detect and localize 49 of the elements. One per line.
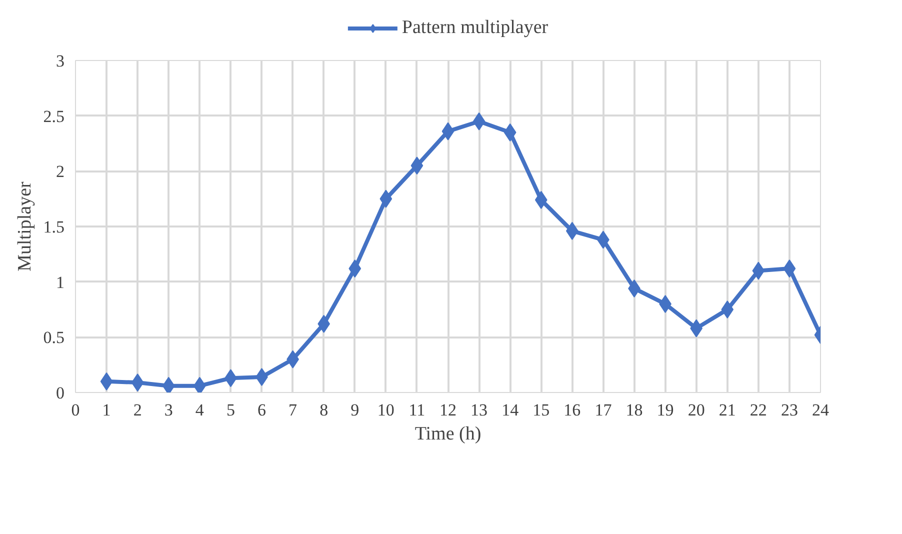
x-tick-label: 9 [350, 400, 360, 420]
point [162, 376, 175, 392]
x-tick-label: 8 [320, 400, 328, 420]
x-tick-label: 18 [626, 400, 643, 420]
x-tick-label: 14 [502, 400, 520, 420]
point [131, 374, 144, 392]
x-tick-label: 21 [718, 400, 736, 420]
point [194, 376, 206, 392]
x-tick-label: 13 [470, 400, 488, 420]
x-tick-label: 11 [408, 400, 426, 420]
point [721, 300, 734, 318]
point [380, 190, 392, 208]
point [504, 123, 516, 142]
x-tick-label: 3 [164, 400, 173, 420]
point [472, 112, 486, 130]
point [410, 156, 424, 175]
y-axis-title: Multiplayer [14, 180, 36, 272]
x-tick-label: 2 [133, 400, 142, 420]
y-tick-label: 1.5 [43, 218, 64, 236]
point [534, 190, 548, 209]
x-tick-label: 23 [780, 400, 798, 420]
y-tick-label: 2.5 [43, 106, 64, 126]
x-tick-label: 12 [440, 400, 456, 420]
x-tick-label: 17 [594, 400, 612, 420]
point [442, 122, 454, 140]
y-tick-label: 1 [56, 272, 64, 292]
x-tick-label: 20 [688, 400, 705, 420]
x-tick-label: 10 [377, 400, 394, 420]
x-tick-label: 7 [288, 400, 298, 420]
point [100, 372, 113, 390]
x-tick-label: 16 [564, 400, 581, 420]
x-tick-label: 15 [532, 400, 550, 420]
x-axis-title: Time (h) [414, 424, 482, 444]
x-tick-label: 4 [195, 400, 204, 420]
x-tick-label: 6 [258, 400, 266, 420]
x-tick-label: 1 [102, 400, 111, 420]
x-tick-label: 19 [656, 400, 674, 420]
y-tick-label: 2 [56, 162, 64, 182]
point [783, 260, 796, 278]
y-tick-label: 0.5 [43, 328, 64, 348]
point [752, 262, 765, 280]
y-tick-label: 0 [56, 384, 64, 402]
y-tick-label: 3 [56, 52, 64, 70]
x-tick-label: 24 [812, 400, 830, 420]
x-tick-label: 22 [750, 400, 767, 420]
point [348, 260, 362, 278]
legend-label: Pattern multiplayer [402, 17, 548, 39]
x-tick-label: 0 [71, 400, 80, 420]
x-tick-label: 5 [226, 400, 235, 420]
